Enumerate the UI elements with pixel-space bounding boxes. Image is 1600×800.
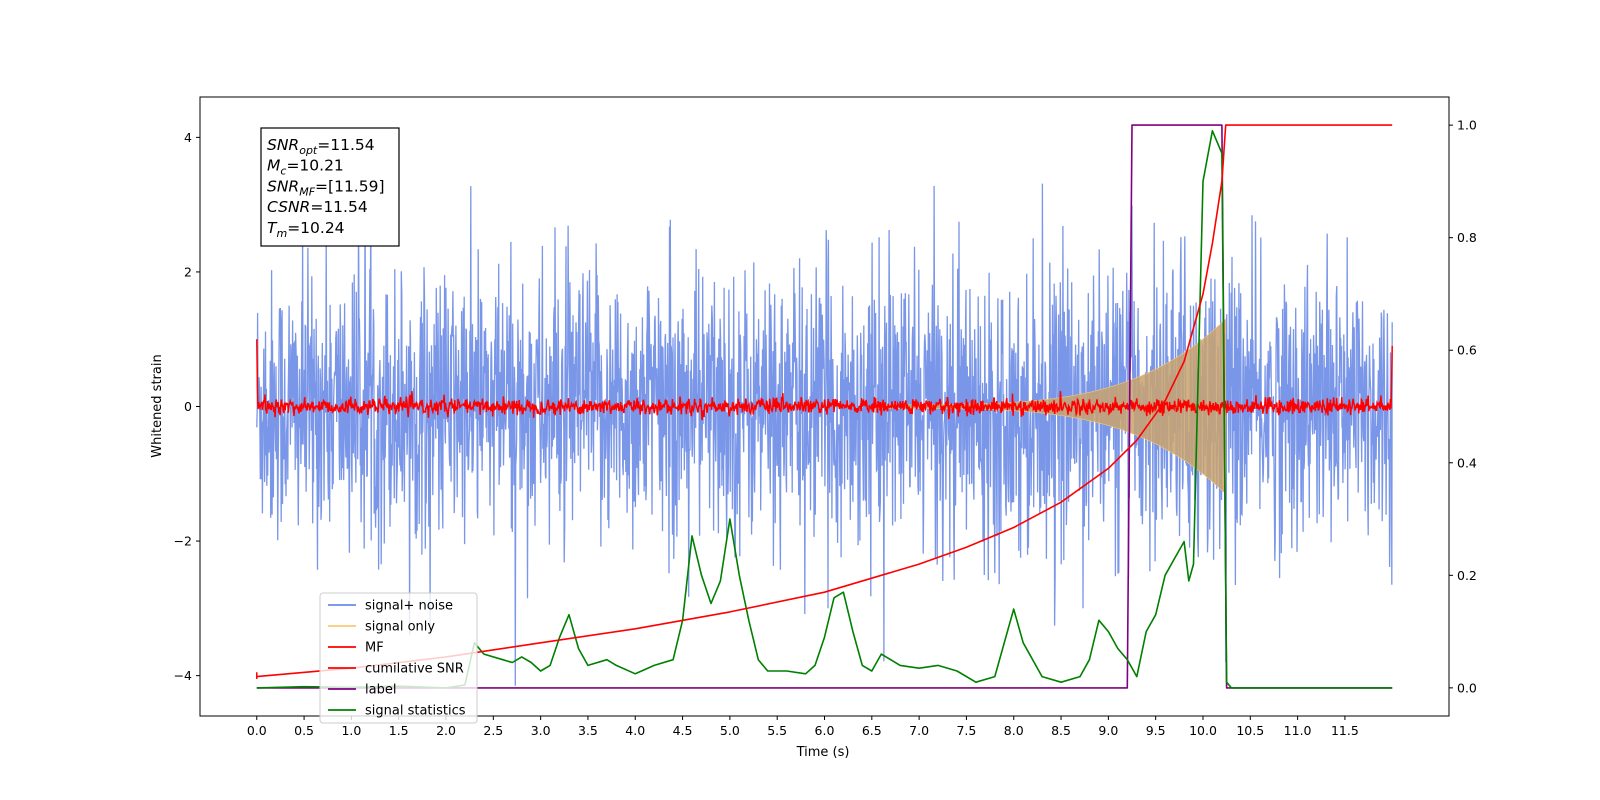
info-line: CSNR=11.54 bbox=[267, 198, 368, 216]
x-tick-label: 9.0 bbox=[1098, 723, 1118, 738]
y-tick-label: 4 bbox=[184, 130, 192, 145]
legend-entry: cumilative SNR bbox=[365, 662, 464, 677]
y-tick-label: 0 bbox=[184, 399, 192, 414]
y-tick-label: −2 bbox=[174, 534, 192, 549]
x-tick-label: 10.5 bbox=[1236, 723, 1264, 738]
legend: signal+ noise signal only MF cumilative SNR… bbox=[319, 592, 478, 724]
y2-tick-label: 0.2 bbox=[1457, 568, 1477, 583]
info-symbol: SNR bbox=[267, 177, 299, 195]
x-tick-label: 5.5 bbox=[767, 723, 787, 738]
info-line: Mc=10.21 bbox=[267, 157, 344, 178]
info-box: SNRopt=11.54Mc=10.21SNRMF=[11.59]CSNR=11… bbox=[260, 127, 400, 247]
y-axis-title: Whitened strain bbox=[150, 354, 165, 457]
plot-area bbox=[256, 124, 1393, 689]
x-tick-label: 7.5 bbox=[956, 723, 976, 738]
x-tick-label: 10.0 bbox=[1189, 723, 1217, 738]
x-tick-label: 6.5 bbox=[862, 723, 882, 738]
y2-tick-label: 0.6 bbox=[1457, 343, 1477, 358]
x-tick-label: 8.5 bbox=[1051, 723, 1071, 738]
info-subscript: m bbox=[276, 227, 287, 240]
y2-tick-label: 0.4 bbox=[1457, 455, 1477, 470]
y-tick-label: −4 bbox=[174, 668, 192, 683]
series-mf-line bbox=[256, 339, 1393, 421]
x-tick-label: 1.0 bbox=[341, 723, 361, 738]
y-tick-label: 2 bbox=[184, 264, 192, 279]
info-box-frame bbox=[260, 127, 400, 247]
info-value: =10.21 bbox=[286, 157, 343, 175]
info-subscript: c bbox=[280, 165, 286, 178]
x-tick-label: 11.0 bbox=[1284, 723, 1312, 738]
info-symbol: CSNR bbox=[267, 198, 310, 216]
info-symbol: M bbox=[267, 157, 280, 175]
info-symbol: T bbox=[267, 219, 278, 237]
x-tick-label: 1.5 bbox=[389, 723, 409, 738]
x-tick-label: 4.0 bbox=[625, 723, 645, 738]
legend-frame bbox=[319, 592, 478, 724]
y2-tick-label: 0.8 bbox=[1457, 230, 1477, 245]
info-symbol: SNR bbox=[267, 136, 299, 154]
info-line: SNRMF=[11.59] bbox=[267, 177, 385, 198]
info-value: =[11.59] bbox=[315, 177, 384, 195]
legend-entry: MF bbox=[365, 641, 384, 656]
x-tick-label: 6.0 bbox=[815, 723, 835, 738]
legend-entry: signal only bbox=[365, 620, 435, 635]
info-value: =11.54 bbox=[317, 136, 374, 154]
info-subscript: MF bbox=[299, 185, 315, 198]
x-tick-label: 9.5 bbox=[1146, 723, 1166, 738]
x-tick-label: 5.0 bbox=[720, 723, 740, 738]
y2-tick-label: 1.0 bbox=[1457, 118, 1477, 133]
x-tick-label: 3.5 bbox=[578, 723, 598, 738]
info-subscript: opt bbox=[299, 144, 318, 157]
x-tick-label: 8.0 bbox=[1004, 723, 1024, 738]
info-value: =11.54 bbox=[310, 198, 367, 216]
x-tick-label: 2.5 bbox=[483, 723, 503, 738]
legend-entry: label bbox=[365, 683, 396, 698]
info-value: =10.24 bbox=[287, 219, 344, 237]
x-tick-label: 7.0 bbox=[909, 723, 929, 738]
x-tick-label: 2.0 bbox=[436, 723, 456, 738]
info-line: Tm=10.24 bbox=[267, 219, 345, 240]
series-signal-statistics-line bbox=[256, 130, 1393, 689]
x-tick-label: 11.5 bbox=[1331, 723, 1359, 738]
x-tick-label: 4.5 bbox=[673, 723, 693, 738]
x-axis-title: Time (s) bbox=[796, 745, 850, 760]
legend-entry: signal statistics bbox=[365, 704, 466, 719]
x-tick-label: 0.0 bbox=[247, 723, 267, 738]
legend-entry: signal+ noise bbox=[365, 599, 453, 614]
x-tick-label: 3.0 bbox=[531, 723, 551, 738]
x-tick-label: 0.5 bbox=[294, 723, 314, 738]
axes: 0.0 0.5 1.0 1.5 2.0 2.5 3.0 3.5 4.0 4.5 5.0 5.5 6.0 6… bbox=[174, 118, 1477, 738]
info-line: SNRopt=11.54 bbox=[267, 136, 375, 157]
y2-tick-label: 0.0 bbox=[1457, 680, 1477, 695]
series-cumulative-snr-line bbox=[256, 124, 1393, 678]
